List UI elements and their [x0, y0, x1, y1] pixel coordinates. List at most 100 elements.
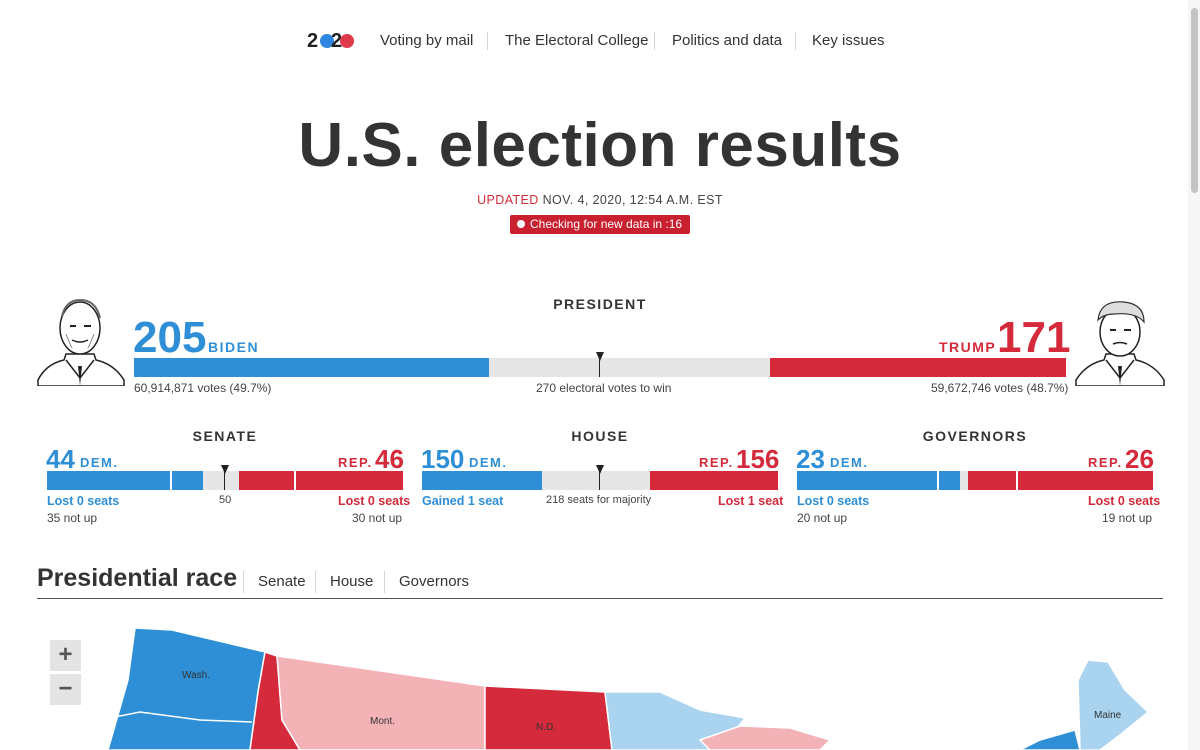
page-title: U.S. election results — [298, 111, 902, 180]
governors-dem-change: Lost 0 seats — [797, 494, 870, 508]
house-rep-count: 156 — [736, 444, 780, 474]
nav-divider — [487, 32, 488, 50]
senate-rep-count: 46 — [375, 444, 404, 474]
president-label: PRESIDENT — [553, 296, 647, 312]
nav-link-voting-by-mail[interactable]: Voting by mail — [380, 32, 474, 49]
governors-bar-divider — [937, 471, 939, 490]
scrollbar[interactable] — [1188, 0, 1200, 750]
house-rep-label: REP. — [699, 455, 734, 470]
presidential-race-title: Presidential race — [37, 564, 238, 592]
biden-portrait-icon — [37, 298, 125, 386]
nav-link-key-issues[interactable]: Key issues — [812, 32, 885, 49]
senate-majority: 50 — [219, 494, 232, 506]
state-maine — [1077, 659, 1150, 750]
state-michigan — [698, 725, 832, 750]
live-dot-icon — [517, 220, 525, 228]
nav-divider — [795, 32, 796, 50]
top-nav: 2 2 Voting by mail The Electoral College… — [0, 28, 1200, 54]
map-label-mont: Mont. — [370, 716, 395, 727]
logo-2020[interactable]: 2 2 — [307, 30, 355, 52]
logo-red-circle — [340, 34, 354, 48]
house-dem-label: DEM. — [469, 455, 508, 470]
governors-bar-divider — [1016, 471, 1018, 490]
biden-name: BIDEN — [208, 339, 260, 355]
win-threshold-marker — [596, 352, 604, 361]
zoom-out-button[interactable]: − — [50, 674, 81, 705]
nav-link-electoral-college[interactable]: The Electoral College — [505, 32, 649, 49]
state-washington — [107, 627, 266, 750]
president-bar-dem — [134, 358, 489, 377]
senate-dem-not-up: 35 not up — [47, 511, 98, 525]
trump-electoral-votes: 171 — [997, 313, 1071, 362]
president-bar-rep — [770, 358, 1066, 377]
state-montana — [276, 655, 486, 750]
updated-time: NOV. 4, 2020, 12:54 A.M. EST — [542, 193, 723, 207]
senate-bar-divider — [170, 471, 172, 490]
zoom-in-button[interactable]: + — [50, 640, 81, 671]
house-label: HOUSE — [571, 428, 629, 444]
governors-label: GOVERNORS — [922, 428, 1028, 444]
house-bar-rep — [650, 471, 778, 490]
senate-dem-count: 44 — [46, 444, 75, 474]
governors-rep-count: 26 — [1125, 444, 1154, 474]
state-new-england — [1019, 729, 1081, 750]
tab-house[interactable]: House — [330, 573, 374, 590]
map-label-wash: Wash. — [182, 670, 210, 681]
senate-dem-label: DEM. — [80, 455, 119, 470]
refresh-status-text: Checking for new data in :16 — [530, 217, 683, 231]
senate-majority-line — [224, 471, 225, 490]
house-rep-change: Lost 1 seat — [718, 494, 784, 508]
state-minnesota — [604, 691, 747, 750]
senate-dem-change: Lost 0 seats — [47, 494, 120, 508]
electoral-votes-to-win: 270 electoral votes to win — [536, 381, 672, 395]
house-dem-count: 150 — [421, 444, 465, 474]
map-label-nd: N.D. — [536, 722, 556, 733]
state-north-dakota — [484, 685, 613, 750]
tab-divider — [315, 571, 316, 593]
nav-link-politics-data[interactable]: Politics and data — [672, 32, 783, 49]
senate-majority-marker — [221, 465, 229, 474]
scrollbar-thumb[interactable] — [1191, 8, 1198, 193]
house-bar-dem — [422, 471, 542, 490]
win-threshold-line — [599, 358, 600, 377]
governors-rep-change: Lost 0 seats — [1088, 494, 1161, 508]
trump-name: TRUMP — [939, 339, 997, 355]
senate-bar-dem — [47, 471, 203, 490]
governors-dem-count: 23 — [796, 444, 825, 474]
tab-senate[interactable]: Senate — [258, 573, 306, 590]
logo-digit: 2 — [307, 30, 318, 52]
logo-blue-circle — [320, 34, 334, 48]
section-rule — [37, 598, 1163, 599]
us-map[interactable]: Wash. Mont. N.D. Maine + − — [0, 600, 1188, 750]
nav-divider — [654, 32, 655, 50]
us-map-svg: Wash. Mont. N.D. Maine — [107, 627, 1150, 750]
governors-rep-not-up: 19 not up — [1102, 511, 1153, 525]
senate-rep-change: Lost 0 seats — [338, 494, 411, 508]
tab-governors[interactable]: Governors — [399, 573, 470, 590]
governors-dem-label: DEM. — [830, 455, 869, 470]
governors-bar-dem — [797, 471, 960, 490]
house-majority-line — [599, 471, 600, 490]
senate-rep-label: REP. — [338, 455, 373, 470]
senate-rep-not-up: 30 not up — [352, 511, 403, 525]
trump-portrait-icon — [1075, 301, 1165, 386]
biden-popular-vote: 60,914,871 votes (49.7%) — [134, 381, 272, 395]
senate-label: SENATE — [192, 428, 258, 444]
house-majority-marker — [596, 465, 604, 474]
map-label-maine: Maine — [1094, 710, 1122, 721]
house-dem-change: Gained 1 seat — [422, 494, 504, 508]
senate-bar-rep — [239, 471, 403, 490]
tab-divider — [384, 571, 385, 593]
logo-digit: 2 — [331, 30, 343, 52]
updated-timestamp: UPDATED NOV. 4, 2020, 12:54 A.M. EST — [0, 193, 1200, 207]
refresh-status-badge: Checking for new data in :16 — [510, 215, 690, 234]
governors-bar-rep — [968, 471, 1153, 490]
trump-popular-vote: 59,672,746 votes (48.7%) — [931, 381, 1069, 395]
governors-dem-not-up: 20 not up — [797, 511, 848, 525]
updated-label: UPDATED — [477, 193, 539, 207]
governors-rep-label: REP. — [1088, 455, 1123, 470]
senate-bar-divider — [294, 471, 296, 490]
tab-divider — [243, 571, 244, 593]
house-majority: 218 seats for majority — [546, 494, 652, 506]
biden-electoral-votes: 205 — [133, 313, 207, 362]
